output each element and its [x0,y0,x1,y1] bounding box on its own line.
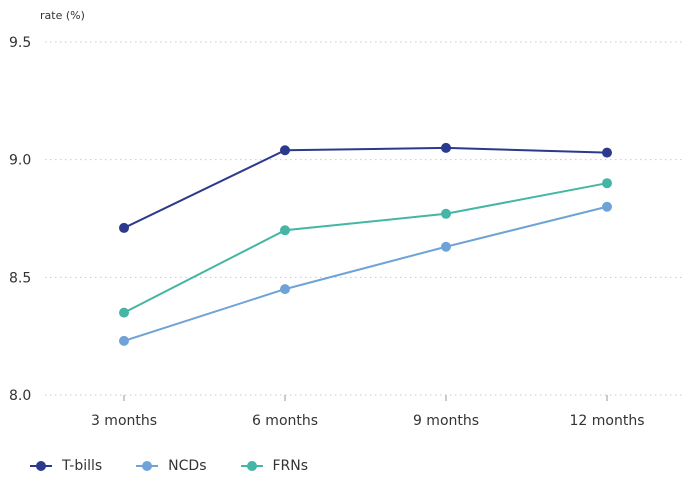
data-point [602,147,612,158]
legend-label: NCDs [168,458,207,474]
legend: T-bills NCDs FRNs [30,458,342,474]
x-tick-labels: 3 months 6 months 9 months 12 months [91,395,645,429]
y-tick-label: 8.0 [9,388,31,404]
data-point [441,142,451,153]
data-point [280,225,290,236]
x-tick-label: 12 months [570,413,645,429]
series-line-ncds [123,205,608,342]
data-point [119,307,129,318]
data-point [441,208,451,219]
series-line-tbills [123,146,608,229]
y-axis-label: rate (%) [40,9,85,22]
y-tick-label: 9.5 [9,35,31,51]
legend-swatch-icon [240,460,263,472]
data-point [119,222,129,233]
x-tick-label: 9 months [413,413,479,429]
data-point [119,335,129,346]
gridlines [45,41,685,396]
legend-item-frns: FRNs [240,458,309,474]
data-point [280,145,290,156]
legend-label: FRNs [272,458,309,474]
data-point [280,284,290,295]
data-point [441,241,451,252]
x-tick-label: 6 months [252,413,318,429]
data-point [602,201,612,212]
y-tick-label: 8.5 [9,270,31,286]
legend-item-tbills: T-bills [30,458,102,474]
legend-item-ncds: NCDs [136,458,207,474]
y-tick-label: 9.0 [9,153,31,169]
x-tick-label: 3 months [91,413,157,429]
series-line-frns [123,182,608,314]
data-point [602,178,612,189]
legend-swatch-icon [30,460,52,472]
legend-label: T-bills [62,458,103,474]
legend-swatch-icon [136,460,159,472]
y-tick-labels: 8.0 8.5 9.0 9.5 [9,35,31,404]
series-group [119,142,612,346]
